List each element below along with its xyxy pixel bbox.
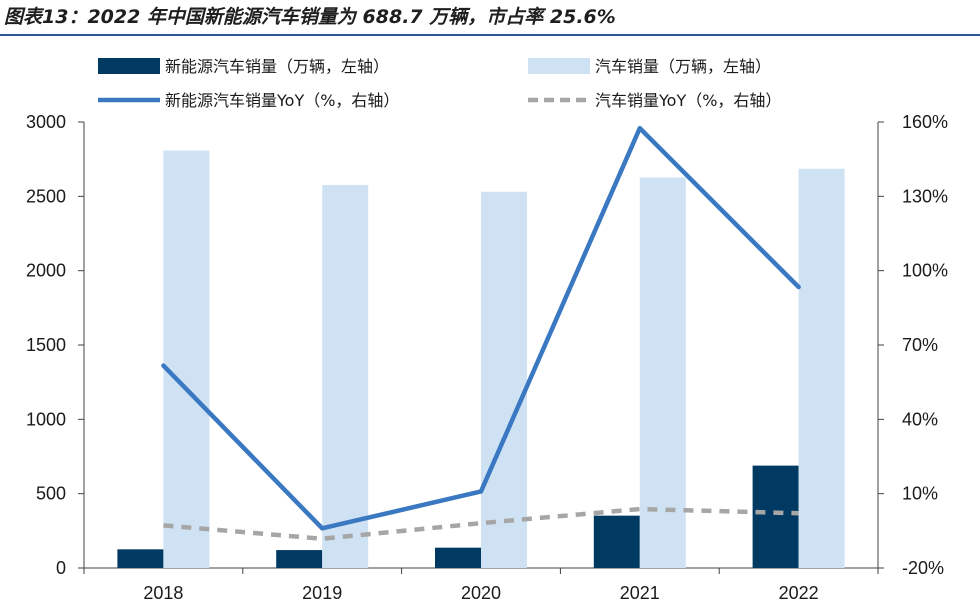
legend-label: 汽车销量（万辆，左轴）	[595, 57, 771, 76]
legend-swatch-bar	[528, 58, 590, 74]
y-left-tick-label: 0	[56, 558, 66, 578]
auto-sales-bar	[163, 150, 210, 568]
figure-title: 图表13：2022 年中国新能源汽车销量为 688.7 万辆，市占率 25.6%	[4, 6, 616, 28]
title-divider	[0, 34, 980, 36]
y-left-tick-label: 3000	[26, 112, 66, 132]
auto-sales-bar	[322, 185, 369, 568]
nev-sales-bar	[276, 550, 323, 568]
nev-sales-bar	[435, 547, 481, 568]
auto-yoy-line	[163, 506, 799, 542]
y-left-tick-label: 1000	[26, 409, 66, 429]
auto-sales-bar	[481, 191, 527, 568]
y-right-tick-label: 10%	[902, 484, 938, 504]
legend-label: 新能源汽车销量YoY（%，右轴）	[165, 91, 399, 110]
y-right-tick-label: 40%	[902, 409, 938, 429]
y-left-tick-label: 500	[36, 484, 66, 504]
legend-swatch-bar	[98, 58, 160, 74]
y-right-tick-label: 160%	[902, 112, 948, 132]
y-left-tick-label: 1500	[26, 335, 66, 355]
nev-yoy-line	[161, 125, 801, 531]
auto-sales-bar	[798, 168, 845, 568]
x-tick-label: 2019	[302, 583, 342, 603]
y-right-tick-label: 130%	[902, 186, 948, 206]
auto-sales-bar	[639, 177, 686, 568]
x-tick-label: 2018	[143, 583, 183, 603]
nev-sales-bar	[593, 515, 640, 568]
x-tick-label: 2020	[461, 583, 501, 603]
y-right-tick-label: -20%	[902, 558, 944, 578]
y-left-tick-label: 2500	[26, 186, 66, 206]
y-right-tick-label: 70%	[902, 335, 938, 355]
x-tick-label: 2021	[620, 583, 660, 603]
x-tick-label: 2022	[779, 583, 819, 603]
nev-sales-bar	[752, 465, 799, 568]
legend-label: 汽车销量YoY（%，右轴）	[595, 91, 781, 110]
y-left-tick-label: 2000	[26, 261, 66, 281]
y-right-tick-label: 100%	[902, 261, 948, 281]
legend-label: 新能源汽车销量（万辆，左轴）	[165, 57, 389, 76]
nev-sales-bar	[117, 549, 164, 568]
